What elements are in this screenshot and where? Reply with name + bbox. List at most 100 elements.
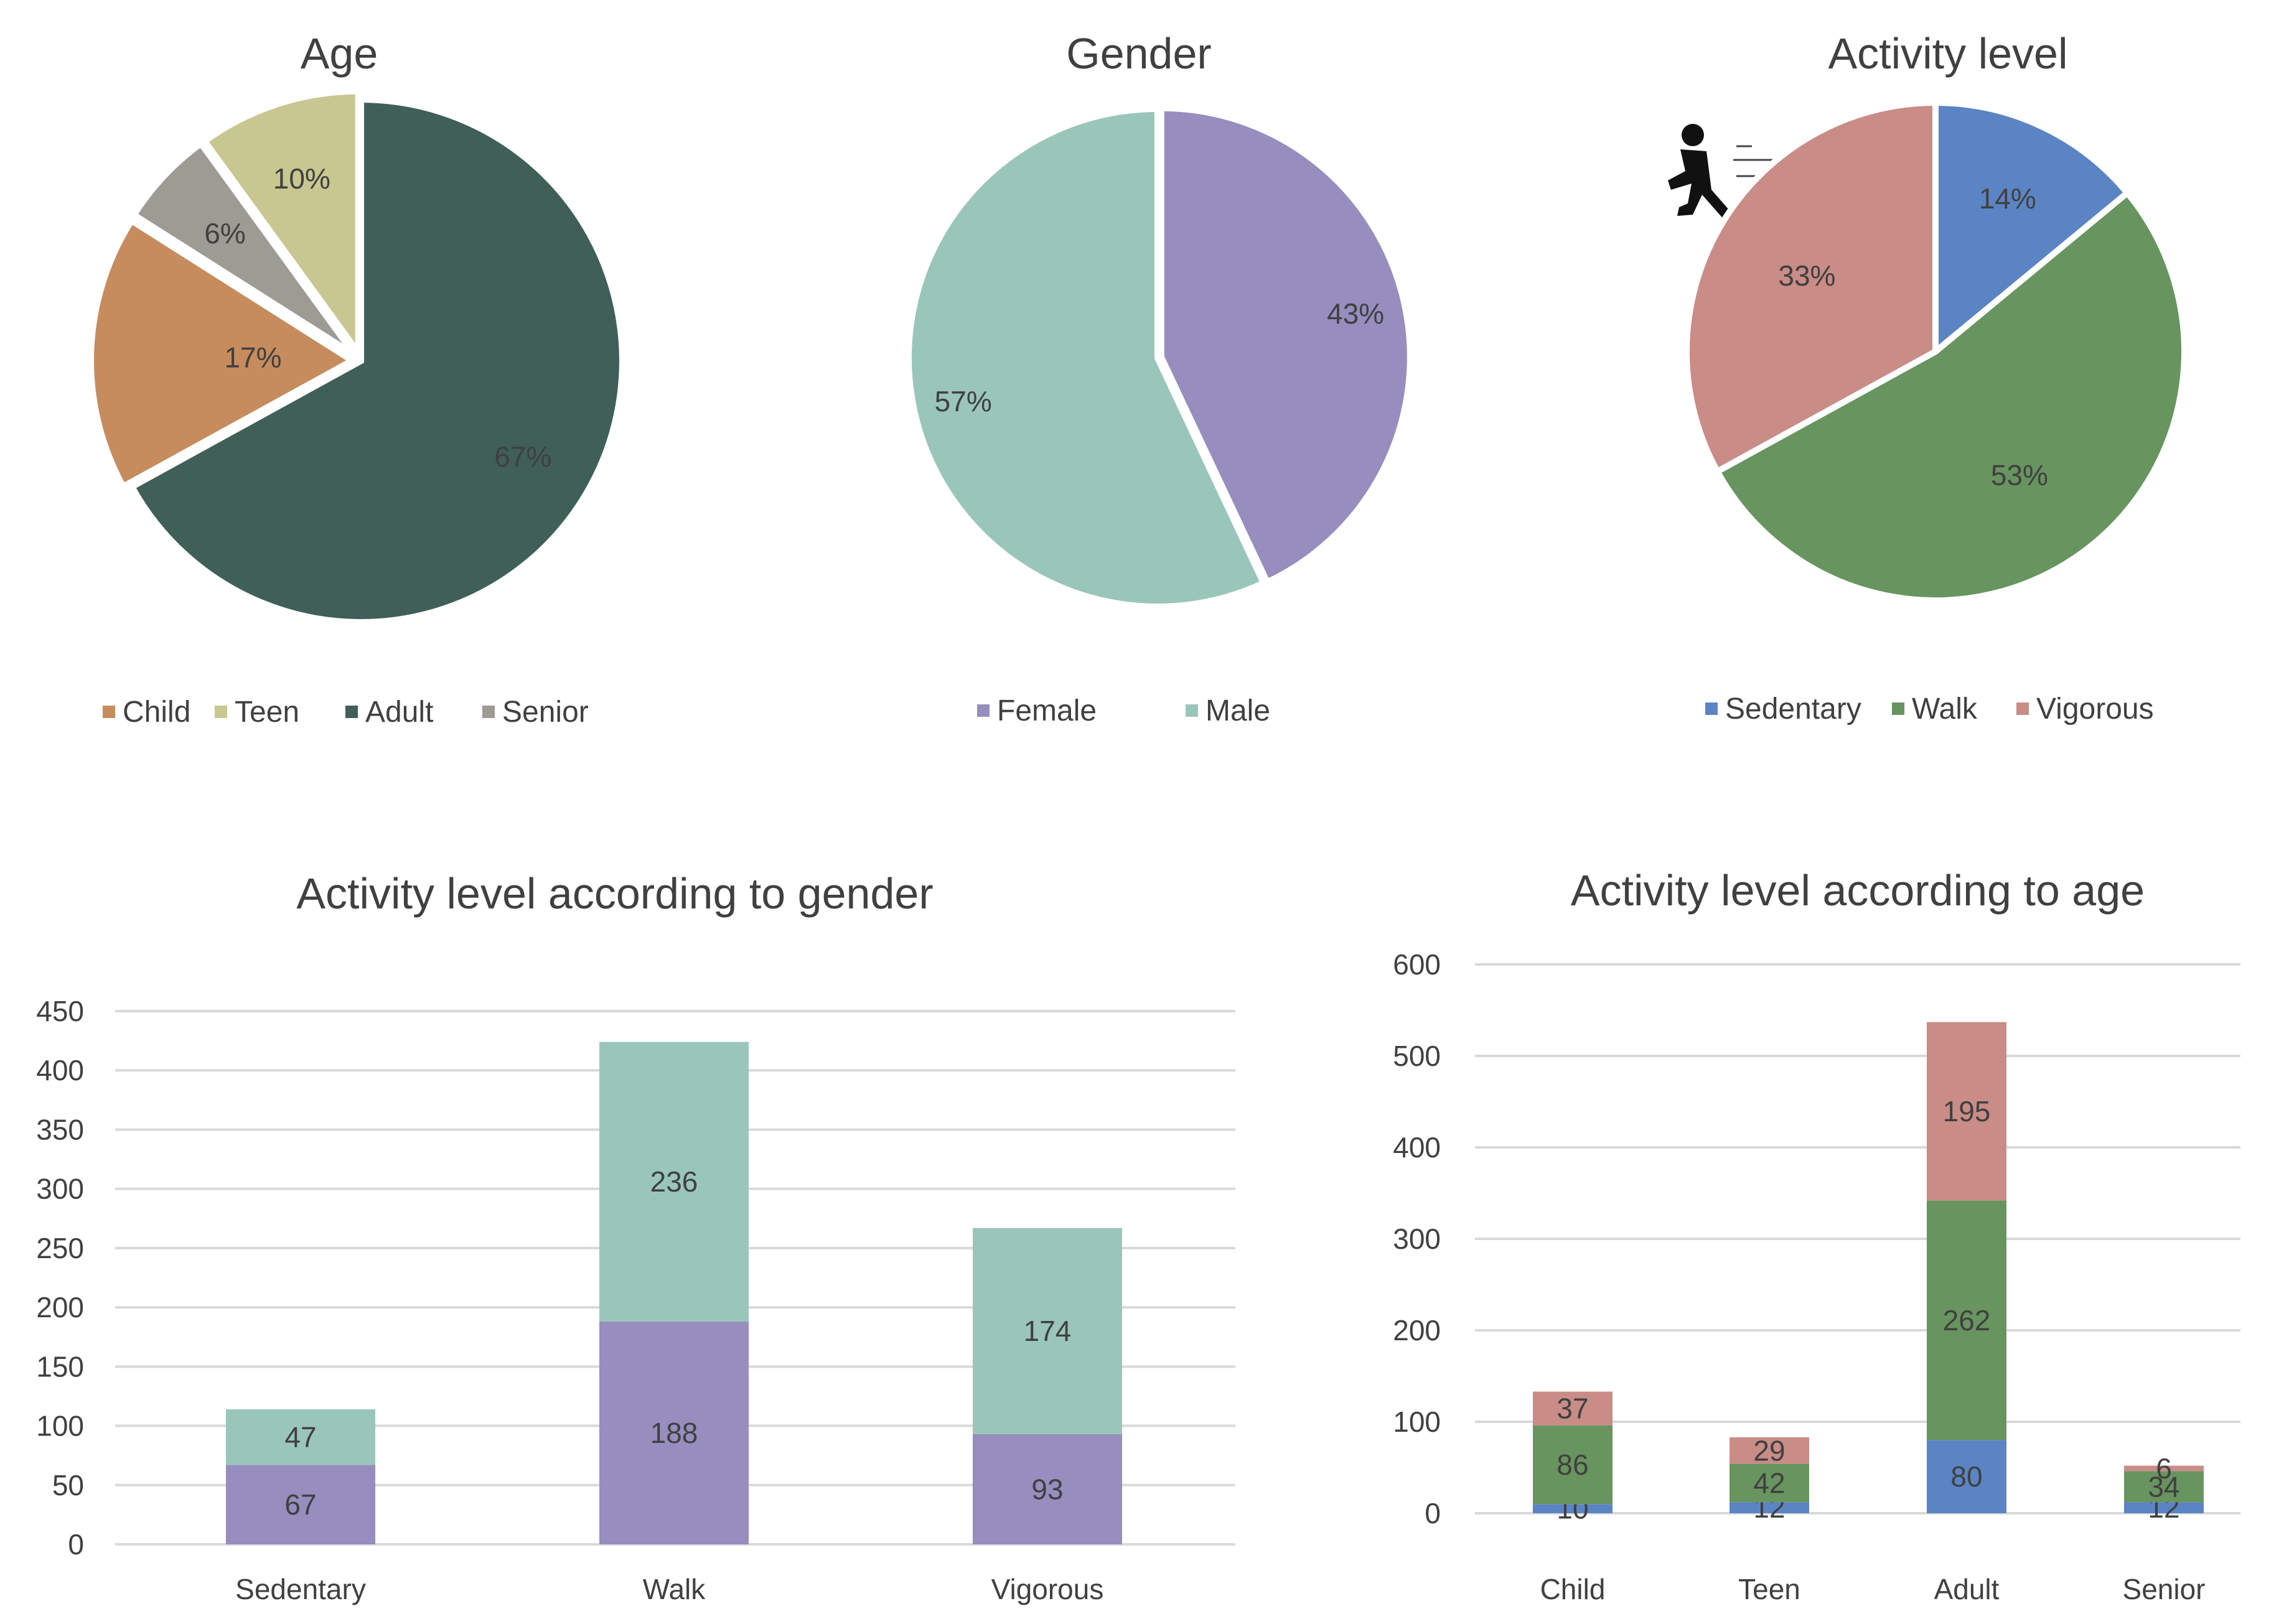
- legend-label-walk: Walk: [1912, 693, 1978, 726]
- y-tick-label: 300: [1393, 1223, 1441, 1255]
- y-tick-label: 0: [1425, 1497, 1441, 1529]
- x-category-label: Sedentary: [235, 1573, 366, 1605]
- legend-label-vigorous: Vigorous: [2036, 693, 2154, 726]
- x-category-label: Walk: [643, 1573, 706, 1605]
- legend-swatch-vigorous: [2016, 702, 2029, 715]
- y-tick-label: 0: [68, 1528, 84, 1561]
- bar-vigorous-male: [973, 1228, 1122, 1434]
- legend-swatch-female: [977, 704, 990, 717]
- bar-value-label: 47: [284, 1421, 316, 1454]
- y-tick-label: 100: [36, 1410, 84, 1442]
- pie-label-vigorous: 33%: [1778, 259, 1835, 292]
- pie-slice-senior: [129, 139, 357, 358]
- y-tick-label: 250: [36, 1232, 84, 1264]
- bar-child-vigorous: [1533, 1391, 1612, 1426]
- bar-value-label: 236: [650, 1165, 698, 1198]
- pie-slice-female: [1158, 105, 1413, 587]
- bar-value-label: 6: [2156, 1452, 2172, 1485]
- activity-level-pie-chart: Activity level 14% 53% 33% Sedentary Walk Vig…: [1668, 29, 2188, 726]
- x-category-label: Vigorous: [991, 1573, 1104, 1605]
- legend-swatch-child: [103, 706, 115, 718]
- y-tick-label: 450: [36, 995, 84, 1027]
- bar-sedentary-male: [226, 1409, 375, 1465]
- bar-sedentary-female: [226, 1465, 375, 1544]
- bar-value-label: 195: [1943, 1095, 1991, 1127]
- y-tick-label: 50: [52, 1469, 84, 1501]
- y-tick-label: 100: [1393, 1406, 1441, 1438]
- age-chart-title: Age: [301, 29, 378, 78]
- pie-slice-adult: [128, 96, 625, 625]
- y-tick-label: 200: [36, 1291, 84, 1323]
- legend-swatch-teen: [215, 706, 227, 718]
- legend-label-child: Child: [123, 696, 190, 729]
- bar-child-sedentary: [1533, 1504, 1612, 1513]
- gender-chart-title: Gender: [1066, 29, 1211, 78]
- activity-level-chart-title: Activity level: [1828, 29, 2067, 78]
- bar-value-label: 37: [1556, 1393, 1588, 1425]
- bar-senior-vigorous: [2124, 1465, 2204, 1472]
- legend-label-adult: Adult: [365, 696, 433, 729]
- pie-label-child: 17%: [224, 342, 281, 374]
- bar-teen-vigorous: [1729, 1437, 1809, 1464]
- pie-slice-vigorous: [1683, 99, 1939, 476]
- pie-label-female: 43%: [1327, 297, 1384, 330]
- bar-adult-sedentary: [1927, 1440, 2006, 1513]
- legend-label-teen: Teen: [235, 696, 299, 729]
- legend-label-female: Female: [997, 694, 1097, 727]
- bar-child-walk: [1533, 1425, 1612, 1505]
- y-tick-label: 400: [36, 1054, 84, 1086]
- legend-swatch-senior: [482, 706, 495, 718]
- bar-walk-male: [599, 1042, 749, 1322]
- x-category-label: Child: [1540, 1573, 1606, 1605]
- legend-label-senior: Senior: [502, 696, 589, 729]
- age-activity-chart-title: Activity level according to age: [1571, 866, 2145, 915]
- pie-slice-teen: [200, 88, 362, 363]
- bar-adult-walk: [1927, 1200, 2006, 1440]
- bar-teen-walk: [1729, 1463, 1809, 1503]
- pie-slice-walk: [1713, 188, 2188, 604]
- y-tick-label: 150: [36, 1350, 84, 1383]
- legend-label-sedentary: Sedentary: [1725, 693, 1861, 726]
- legend-label-male: Male: [1205, 694, 1270, 727]
- running-person-icon: [1668, 124, 1789, 221]
- age-activity-bar-chart: Activity level according to age 0 100 200 3…: [1393, 866, 2240, 1605]
- bar-teen-sedentary: [1729, 1502, 1809, 1513]
- y-tick-label: 200: [1393, 1314, 1441, 1346]
- bar-value-label: 34: [2148, 1470, 2179, 1503]
- x-category-label: Adult: [1934, 1573, 2000, 1605]
- bar-walk-female: [599, 1321, 749, 1544]
- bar-senior-sedentary: [2124, 1502, 2204, 1513]
- bar-vigorous-female: [973, 1434, 1122, 1544]
- bar-value-label: 80: [1950, 1460, 1982, 1493]
- bar-value-label: 93: [1031, 1473, 1063, 1505]
- pie-slice-male: [906, 105, 1268, 610]
- pie-label-male: 57%: [935, 385, 992, 418]
- legend-swatch-male: [1186, 704, 1198, 717]
- pie-slice-child: [88, 216, 358, 491]
- x-category-label: Teen: [1738, 1573, 1800, 1605]
- bar-value-label: 262: [1943, 1304, 1991, 1337]
- pie-label-adult: 67%: [494, 441, 551, 473]
- pie-slice-sedentary: [1932, 99, 2132, 358]
- bar-value-label: 42: [1753, 1467, 1785, 1499]
- bar-value-label: 174: [1024, 1315, 1072, 1347]
- x-category-label: Senior: [2123, 1573, 2206, 1605]
- y-tick-label: 400: [1393, 1131, 1441, 1164]
- bar-adult-vigorous: [1927, 1022, 2006, 1201]
- gender-pie-chart: Gender 43% 57% Female Male: [906, 29, 1413, 727]
- bar-value-label: 29: [1753, 1434, 1785, 1467]
- legend-swatch-adult: [345, 706, 358, 718]
- y-tick-label: 500: [1393, 1040, 1441, 1072]
- bar-value-label: 188: [650, 1417, 698, 1449]
- pie-label-walk: 53%: [1991, 459, 2048, 491]
- y-tick-label: 300: [36, 1173, 84, 1205]
- y-tick-label: 600: [1393, 948, 1441, 981]
- age-pie-chart: Age 67% 17% 6% 10% Child Teen Adult Senior: [88, 29, 625, 729]
- gender-activity-chart-title: Activity level according to gender: [296, 869, 933, 918]
- bar-value-label: 67: [284, 1488, 316, 1521]
- gender-activity-bar-chart: Activity level according to gender 0 50 10…: [36, 869, 1235, 1605]
- bar-value-label: 86: [1556, 1449, 1588, 1481]
- legend-swatch-sedentary: [1705, 702, 1718, 715]
- pie-label-sedentary: 14%: [1979, 182, 2036, 215]
